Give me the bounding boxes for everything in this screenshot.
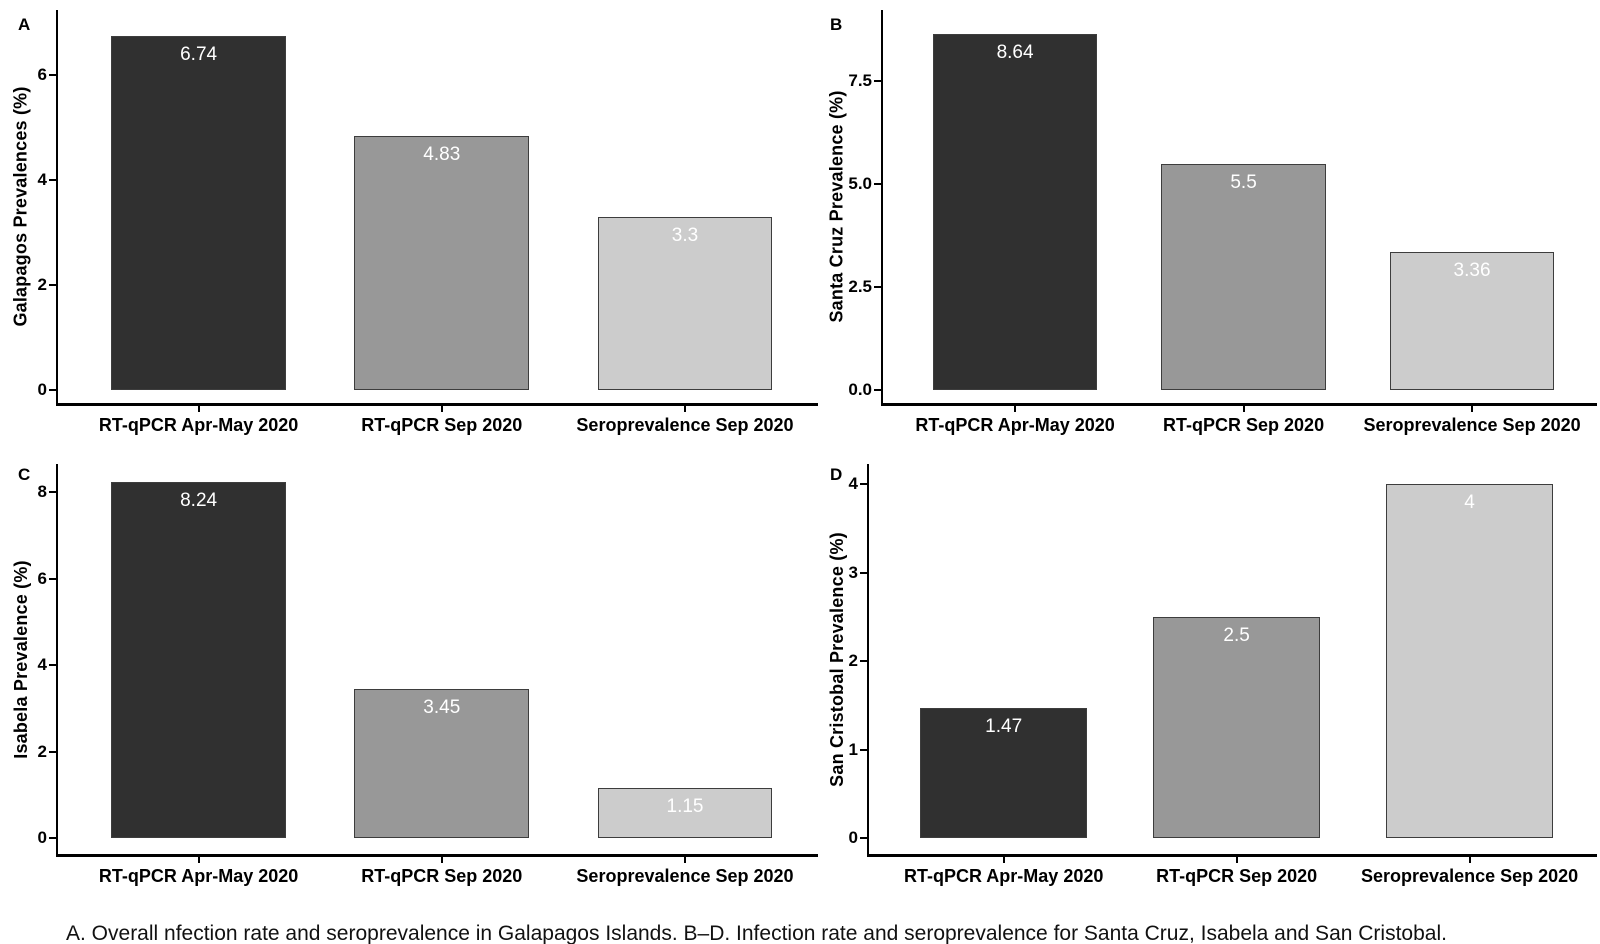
- y-tick-mark: [874, 389, 881, 391]
- bar-value-label: 3.36: [1453, 259, 1491, 281]
- bar-value-label: 3.45: [423, 696, 461, 718]
- x-tick-mark: [1235, 857, 1238, 863]
- bar: [111, 35, 286, 390]
- x-category-label: RT-qPCR Sep 2020: [361, 415, 523, 435]
- y-tick-label: 0: [848, 828, 858, 847]
- panel-letter-d: D: [830, 465, 843, 484]
- y-tick-label: 4: [37, 655, 47, 675]
- y-tick-mark: [874, 80, 881, 83]
- bar-value-label: 8.64: [996, 42, 1034, 64]
- bar: [1152, 616, 1321, 838]
- y-tick-mark: [860, 660, 867, 663]
- y-tick-label: 2.5: [848, 277, 872, 297]
- y-tick-mark: [49, 577, 56, 580]
- x-tick-mark: [1468, 857, 1471, 863]
- y-tick-label: 3: [848, 562, 858, 582]
- bar: [1389, 251, 1555, 390]
- x-tick-mark: [684, 857, 686, 863]
- x-category-label: Seroprevalence Sep 2020: [1363, 415, 1581, 435]
- bar: [597, 788, 773, 838]
- y-tick-mark: [860, 571, 867, 574]
- y-tick-mark: [49, 389, 56, 391]
- x-category-label: RT-qPCR Apr-May 2020: [98, 866, 299, 886]
- y-tick-mark: [49, 837, 56, 839]
- y-tick-label: 6: [37, 64, 47, 84]
- bar: [354, 688, 530, 838]
- x-category-label: Seroprevalence Sep 2020: [576, 866, 794, 886]
- bar: [919, 708, 1088, 838]
- y-tick-label: 2: [37, 741, 47, 761]
- bar-value-label: 3.3: [671, 224, 699, 246]
- x-tick-mark: [440, 406, 443, 412]
- bar-value-label: 4: [1464, 492, 1475, 514]
- y-tick-label: 1: [848, 739, 858, 759]
- x-tick-mark: [197, 857, 200, 863]
- panel-letter-b: B: [830, 15, 843, 34]
- x-category-label: RT-qPCR Apr-May 2020: [915, 415, 1115, 435]
- y-tick-mark: [874, 183, 881, 186]
- x-tick-mark: [1002, 857, 1005, 863]
- y-tick-mark: [49, 73, 56, 76]
- y-tick-label: 4: [37, 169, 47, 189]
- y-tick-label: 7.5: [848, 71, 872, 91]
- bar-value-label: 5.5: [1230, 171, 1257, 193]
- y-tick-mark: [49, 283, 56, 286]
- y-tick-label: 2: [37, 274, 47, 294]
- y-axis-title-wrap: Santa Cruz Prevalence (%): [822, 10, 852, 403]
- bar: [597, 216, 773, 390]
- panel-b: B Santa Cruz Prevalence (%) 0.0 2.5 5.0 7.5…: [800, 0, 1600, 440]
- panel-a: A Galapagos Prevalences (%) 0 2 4 6 6.74 RT-q…: [0, 0, 818, 440]
- x-tick-mark: [1014, 406, 1017, 412]
- panel-letter-c: C: [18, 465, 31, 484]
- bar-value-label: 1.47: [985, 716, 1023, 738]
- y-tick-mark: [49, 664, 56, 667]
- bar: [932, 34, 1098, 390]
- panel-d: D San Cristobal Prevalence (%) 0 1 2 3 4 1.47…: [800, 440, 1600, 886]
- x-tick-mark: [1242, 406, 1245, 412]
- panel-c: C Isabela Prevalence (%) 0 2 4 6 8 8.24 RT-qPC…: [0, 440, 818, 886]
- y-tick-label: 0: [37, 828, 47, 847]
- x-tick-mark: [1471, 406, 1474, 412]
- y-tick-label: 0: [37, 380, 47, 399]
- panel-letter-a: A: [18, 15, 31, 34]
- plot-area-c: 0 2 4 6 8 8.24 RT-qPCR Apr-May 2020 3.45 RT-qPCR…: [38, 464, 818, 886]
- y-tick-label: 2: [848, 651, 858, 671]
- bar-value-label: 2.5: [1223, 624, 1250, 646]
- x-category-label: RT-qPCR Sep 2020: [361, 866, 523, 886]
- x-tick-mark: [440, 857, 443, 863]
- y-tick-mark: [860, 748, 867, 751]
- bar-value-label: 8.24: [180, 489, 218, 511]
- y-tick-label: 8: [37, 482, 47, 502]
- figure-caption: A. Overall nfection rate and seroprevale…: [66, 922, 1447, 944]
- y-tick-label: 6: [37, 568, 47, 588]
- x-category-label: RT-qPCR Sep 2020: [1156, 866, 1318, 886]
- plot-area-b: 0.0 2.5 5.0 7.5 8.64 RT-qPCR Apr-May 2020 5.5 R…: [848, 10, 1597, 435]
- x-category-label: RT-qPCR Apr-May 2020: [903, 866, 1104, 886]
- x-tick-mark: [197, 406, 200, 412]
- x-category-label: RT-qPCR Sep 2020: [1163, 415, 1325, 435]
- bar: [111, 481, 286, 838]
- bar-value-label: 6.74: [180, 43, 218, 65]
- y-tick-mark: [49, 750, 56, 753]
- y-tick-mark: [49, 178, 56, 181]
- x-category-label: Seroprevalence Sep 2020: [1361, 866, 1579, 886]
- y-tick-label: 5.0: [848, 174, 872, 194]
- x-category-label: Seroprevalence Sep 2020: [576, 415, 794, 435]
- bar: [1161, 163, 1326, 390]
- bar-value-label: 1.15: [666, 796, 704, 818]
- x-tick-mark: [684, 406, 686, 412]
- y-tick-mark: [49, 491, 56, 494]
- y-tick-label: 4: [848, 474, 858, 494]
- y-tick-mark: [874, 286, 881, 289]
- plot-area-a: 0 2 4 6 6.74 RT-qPCR Apr-May 2020 4.83 RT-qPCR …: [38, 10, 818, 435]
- x-category-label: RT-qPCR Apr-May 2020: [98, 415, 299, 435]
- y-tick-label: 0.0: [848, 380, 872, 399]
- y-tick-mark: [860, 837, 867, 839]
- bar: [1385, 484, 1554, 838]
- bar-value-label: 4.83: [423, 144, 461, 166]
- bar: [354, 136, 530, 390]
- y-tick-mark: [860, 483, 867, 486]
- plot-area-d: 0 1 2 3 4 1.47 RT-qPCR Apr-May 2020 2.5 RT-qPCR …: [849, 464, 1597, 886]
